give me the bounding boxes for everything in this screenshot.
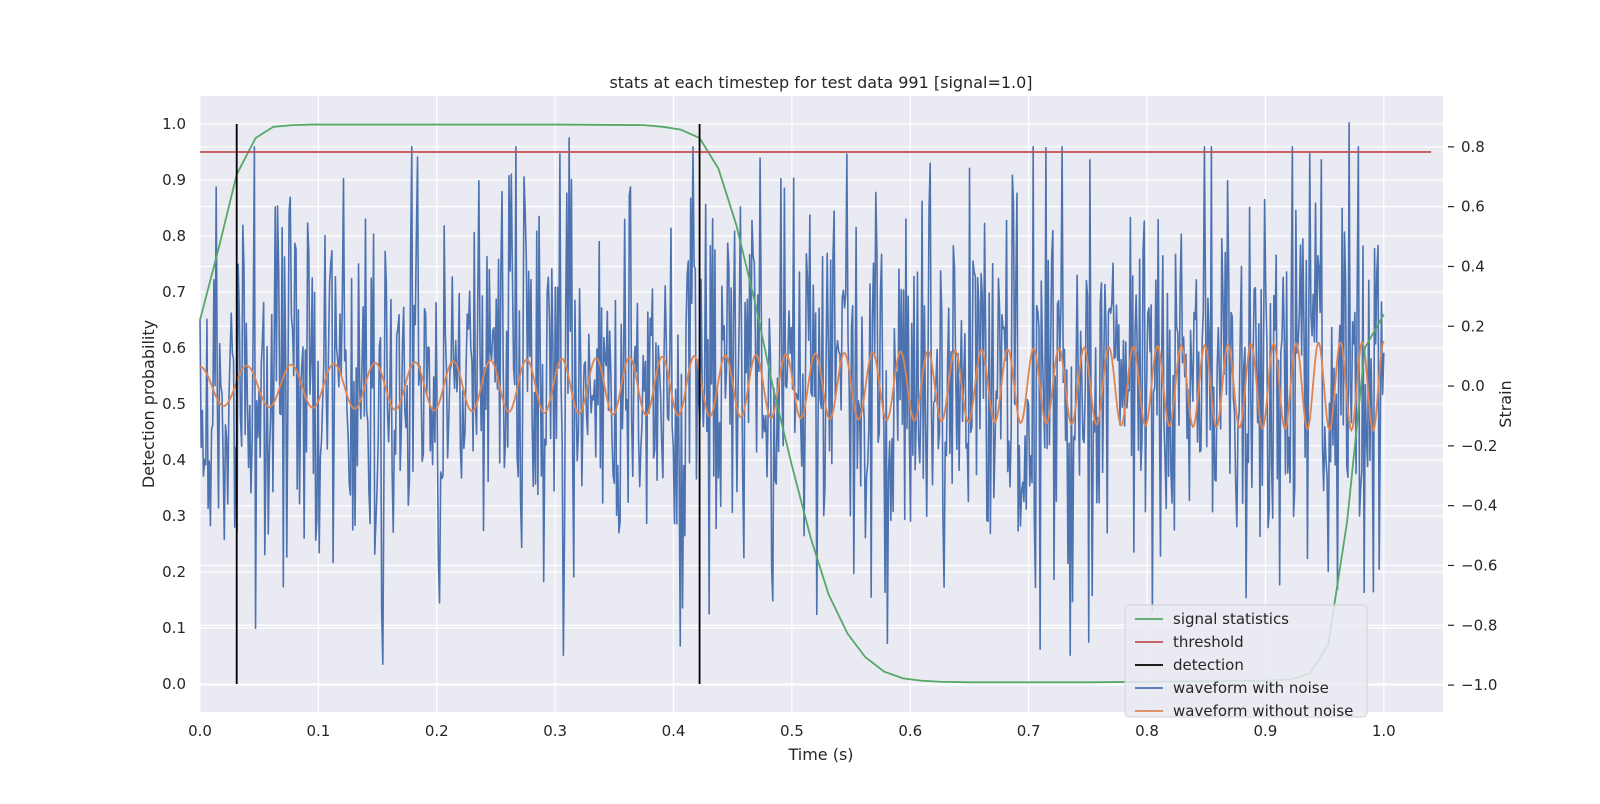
y2-tick-label: 0.0 bbox=[1461, 377, 1485, 395]
y2-tick-label: −1.0 bbox=[1461, 676, 1497, 694]
y-tick-label: 0.6 bbox=[162, 339, 186, 357]
y2-tick-label: 0.4 bbox=[1461, 257, 1485, 275]
y2-tick-label: 0.6 bbox=[1461, 198, 1485, 216]
x-tick-label: 0.5 bbox=[780, 722, 804, 740]
y-tick-label: 0.2 bbox=[162, 563, 186, 581]
y-tick-label: 0.1 bbox=[162, 619, 186, 637]
x-tick-label: 0.2 bbox=[425, 722, 449, 740]
y2-tick-label: −0.8 bbox=[1461, 616, 1497, 634]
legend-item-label: signal statistics bbox=[1173, 610, 1289, 628]
y-tick-label: 0.9 bbox=[162, 171, 186, 189]
series-line-waveform-with-noise bbox=[199, 122, 1385, 665]
x-tick-label: 0.7 bbox=[1017, 722, 1041, 740]
y2-tick-label: −0.2 bbox=[1461, 437, 1497, 455]
legend-item-label: waveform with noise bbox=[1173, 679, 1329, 697]
legend-item-label: threshold bbox=[1173, 633, 1244, 651]
y-tick-label: 0.7 bbox=[162, 283, 186, 301]
y2-tick-label: −0.4 bbox=[1461, 497, 1497, 515]
y-axis-label: Detection probability bbox=[139, 320, 158, 488]
y-tick-label: 1.0 bbox=[162, 115, 186, 133]
y2-tick-label: 0.8 bbox=[1461, 138, 1485, 156]
axis-layer: 0.0 0.1 0.2 0.3 0.4 0.5 0.6 0.7 0.8 0.9 1.0 0.0 0.1 0… bbox=[162, 115, 1497, 740]
x-tick-label: 0.6 bbox=[898, 722, 922, 740]
legend-item-label: waveform without noise bbox=[1173, 702, 1353, 720]
x-tick-label: 0.1 bbox=[306, 722, 330, 740]
x-tick-label: 0.4 bbox=[662, 722, 686, 740]
y-tick-label: 0.8 bbox=[162, 227, 186, 245]
y-tick-label: 0.3 bbox=[162, 507, 186, 525]
y2-tick-label: 0.2 bbox=[1461, 317, 1485, 335]
chart-title: stats at each timestep for test data 991… bbox=[609, 73, 1032, 92]
x-tick-label: 0.3 bbox=[543, 722, 567, 740]
x-tick-label: 1.0 bbox=[1372, 722, 1396, 740]
legend-item-label: detection bbox=[1173, 656, 1244, 674]
x-tick-label: 0.9 bbox=[1253, 722, 1277, 740]
y-tick-label: 0.5 bbox=[162, 395, 186, 413]
legend: signal statistics threshold detection wavef… bbox=[1124, 604, 1368, 720]
y2-tick-label: −0.6 bbox=[1461, 556, 1497, 574]
y-tick-label: 0.0 bbox=[162, 675, 186, 693]
x-axis-label: Time (s) bbox=[787, 745, 853, 764]
x-tick-label: 0.8 bbox=[1135, 722, 1159, 740]
series-line-waveform-without-noise bbox=[199, 340, 1385, 433]
legend-box bbox=[1124, 604, 1368, 718]
y2-axis-label: Strain bbox=[1496, 380, 1515, 427]
x-tick-label: 0.0 bbox=[188, 722, 212, 740]
y-tick-label: 0.4 bbox=[162, 451, 186, 469]
